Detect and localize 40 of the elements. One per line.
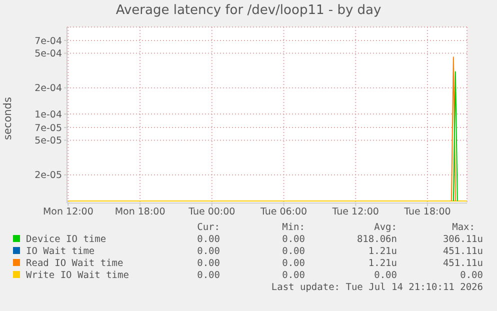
y-tick-label: 7e-05 xyxy=(34,122,62,134)
text: 451.11u xyxy=(442,258,483,270)
y-tick-label: 2e-05 xyxy=(34,170,62,182)
x-tick-label: Mon 18:00 xyxy=(114,206,166,218)
y-tick-label: 5e-04 xyxy=(34,48,62,60)
text: 1.21u xyxy=(368,246,397,258)
text: Last update: Tue Jul 14 21:10:11 2026 xyxy=(271,282,483,294)
x-tick-label: Mon 12:00 xyxy=(42,206,94,218)
legend-label: IO Wait time xyxy=(26,246,95,257)
text: 0.00 xyxy=(197,258,220,270)
text: Min: xyxy=(282,222,305,234)
legend-label: Write IO Wait time xyxy=(26,270,129,281)
x-tick-label: Tue 12:00 xyxy=(331,206,379,218)
text: 1.21u xyxy=(368,258,397,270)
y-tick-label: 1e-04 xyxy=(34,109,62,120)
y-axis-title: seconds xyxy=(2,97,14,140)
text: 451.11u xyxy=(442,246,483,258)
x-tick-label: Tue 00:00 xyxy=(188,206,236,218)
x-tick-label: Tue 18:00 xyxy=(403,206,451,218)
legend-label: Device IO time xyxy=(26,234,106,245)
legend-label: Read IO Wait time xyxy=(26,258,124,269)
text: Cur: xyxy=(197,222,220,234)
text: 0.00 xyxy=(197,234,220,246)
text: 0.00 xyxy=(282,258,305,270)
text: 306.11u xyxy=(442,234,483,246)
y-tick-label: 5e-05 xyxy=(34,136,62,147)
y-tick-label: 2e-04 xyxy=(34,83,62,94)
text: Avg: xyxy=(374,222,397,234)
x-tick-label: Tue 06:00 xyxy=(259,206,308,218)
text: Max: xyxy=(452,222,475,234)
text: 818.06n xyxy=(356,234,397,246)
text: 0.00 xyxy=(282,234,305,246)
text: 0.00 xyxy=(460,270,483,282)
y-tick-label: 7e-04 xyxy=(34,36,62,47)
text: 0.00 xyxy=(197,246,220,258)
text: 0.00 xyxy=(282,246,305,258)
chart-title: Average latency for /dev/loop11 - by day xyxy=(114,3,382,18)
text: 0.00 xyxy=(197,270,220,282)
text: 0.00 xyxy=(374,270,397,282)
text: 0.00 xyxy=(282,270,305,282)
